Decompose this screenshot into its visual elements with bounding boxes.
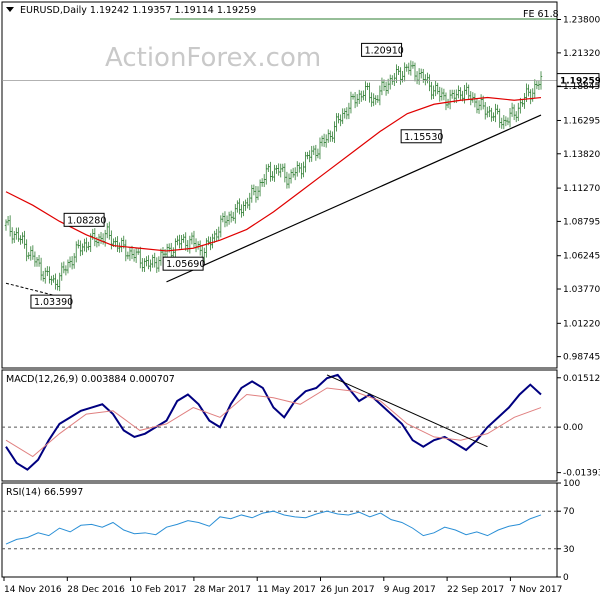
price-ytick-label: 1.06245 [563, 252, 600, 262]
rsi-title: RSI(14) 66.5997 [6, 487, 83, 498]
x-tick-label: 7 Nov 2017 [510, 585, 562, 595]
macd-title: MACD(12,26,9) 0.003884 0.000707 [6, 374, 175, 385]
current-price-box [556, 73, 600, 88]
macd-trendline [326, 374, 488, 448]
dropdown-arrow-icon[interactable] [6, 7, 14, 12]
macd-main-line [5, 373, 542, 471]
rsi-line [5, 510, 542, 545]
macd-panel: MACD(12,26,9) 0.003884 0.000707 0.01512 0… [1, 369, 600, 482]
price-ytick-label: 1.23800 [563, 15, 600, 25]
price-ytick-label: 1.21320 [563, 49, 600, 59]
price-ytick-label: 1.01220 [563, 319, 600, 329]
price-annotation-label: 1.05690 [166, 259, 205, 270]
price-annotation-label: 1.20910 [365, 45, 404, 56]
fe-label: FE 61.8 [523, 9, 559, 20]
macd-ytick-label: -0.013938 [563, 469, 600, 479]
x-tick-label: 28 Dec 2016 [67, 585, 125, 595]
price-ytick-label: 1.13820 [563, 150, 600, 160]
price-title: EURUSD,Daily 1.19242 1.19357 1.19114 1.1… [20, 5, 256, 16]
price-annotation-box [162, 256, 204, 271]
price-annotation-box [30, 294, 72, 309]
x-tick-label: 22 Sep 2017 [447, 585, 504, 595]
watermark: ActionForex.com [105, 43, 321, 73]
price-ytick-label: 1.08795 [563, 217, 600, 227]
x-tick-label: 10 Feb 2017 [131, 585, 187, 595]
price-ytick-label: 0.98745 [563, 353, 600, 363]
rsi-panel: RSI(14) 66.5997 100 70 30 0 [1, 479, 580, 583]
current-price-label: 1.19259 [560, 77, 600, 87]
price-ytick-label: 1.18845 [563, 82, 600, 92]
x-tick-label: 14 Nov 2016 [4, 585, 62, 595]
price-annotation-box [361, 42, 403, 57]
price-ytick-label: 1.16295 [563, 116, 600, 126]
support-trendline [166, 114, 542, 283]
price-annotation-box [63, 212, 105, 227]
price-annotation-box [400, 129, 442, 144]
moving-average-line [5, 96, 542, 252]
rsi-ytick-label: 70 [563, 507, 575, 517]
price-annotation-label: 1.15530 [404, 132, 443, 143]
price-ytick-label: 1.11270 [563, 184, 600, 194]
macd-signal-line [5, 387, 542, 458]
price-panel: ActionForex.com EURUSD,Daily 1.19242 1.1… [1, 1, 600, 369]
price-annotation-label: 1.03390 [34, 297, 73, 308]
x-tick-label: 11 May 2017 [257, 585, 316, 595]
macd-ytick-label: 0.00 [563, 423, 583, 433]
price-ytick-label: 1.03770 [563, 285, 600, 295]
rsi-ytick-label: 0 [563, 573, 569, 583]
x-tick-label: 26 Jun 2017 [321, 585, 375, 595]
price-annotation-label: 1.08280 [67, 215, 106, 226]
rsi-ytick-label: 100 [563, 479, 580, 489]
x-tick-label: 9 Aug 2017 [384, 585, 436, 595]
rsi-ytick-label: 30 [563, 545, 575, 555]
x-tick-label: 28 Mar 2017 [194, 585, 251, 595]
macd-ytick-label: 0.01512 [563, 374, 600, 384]
